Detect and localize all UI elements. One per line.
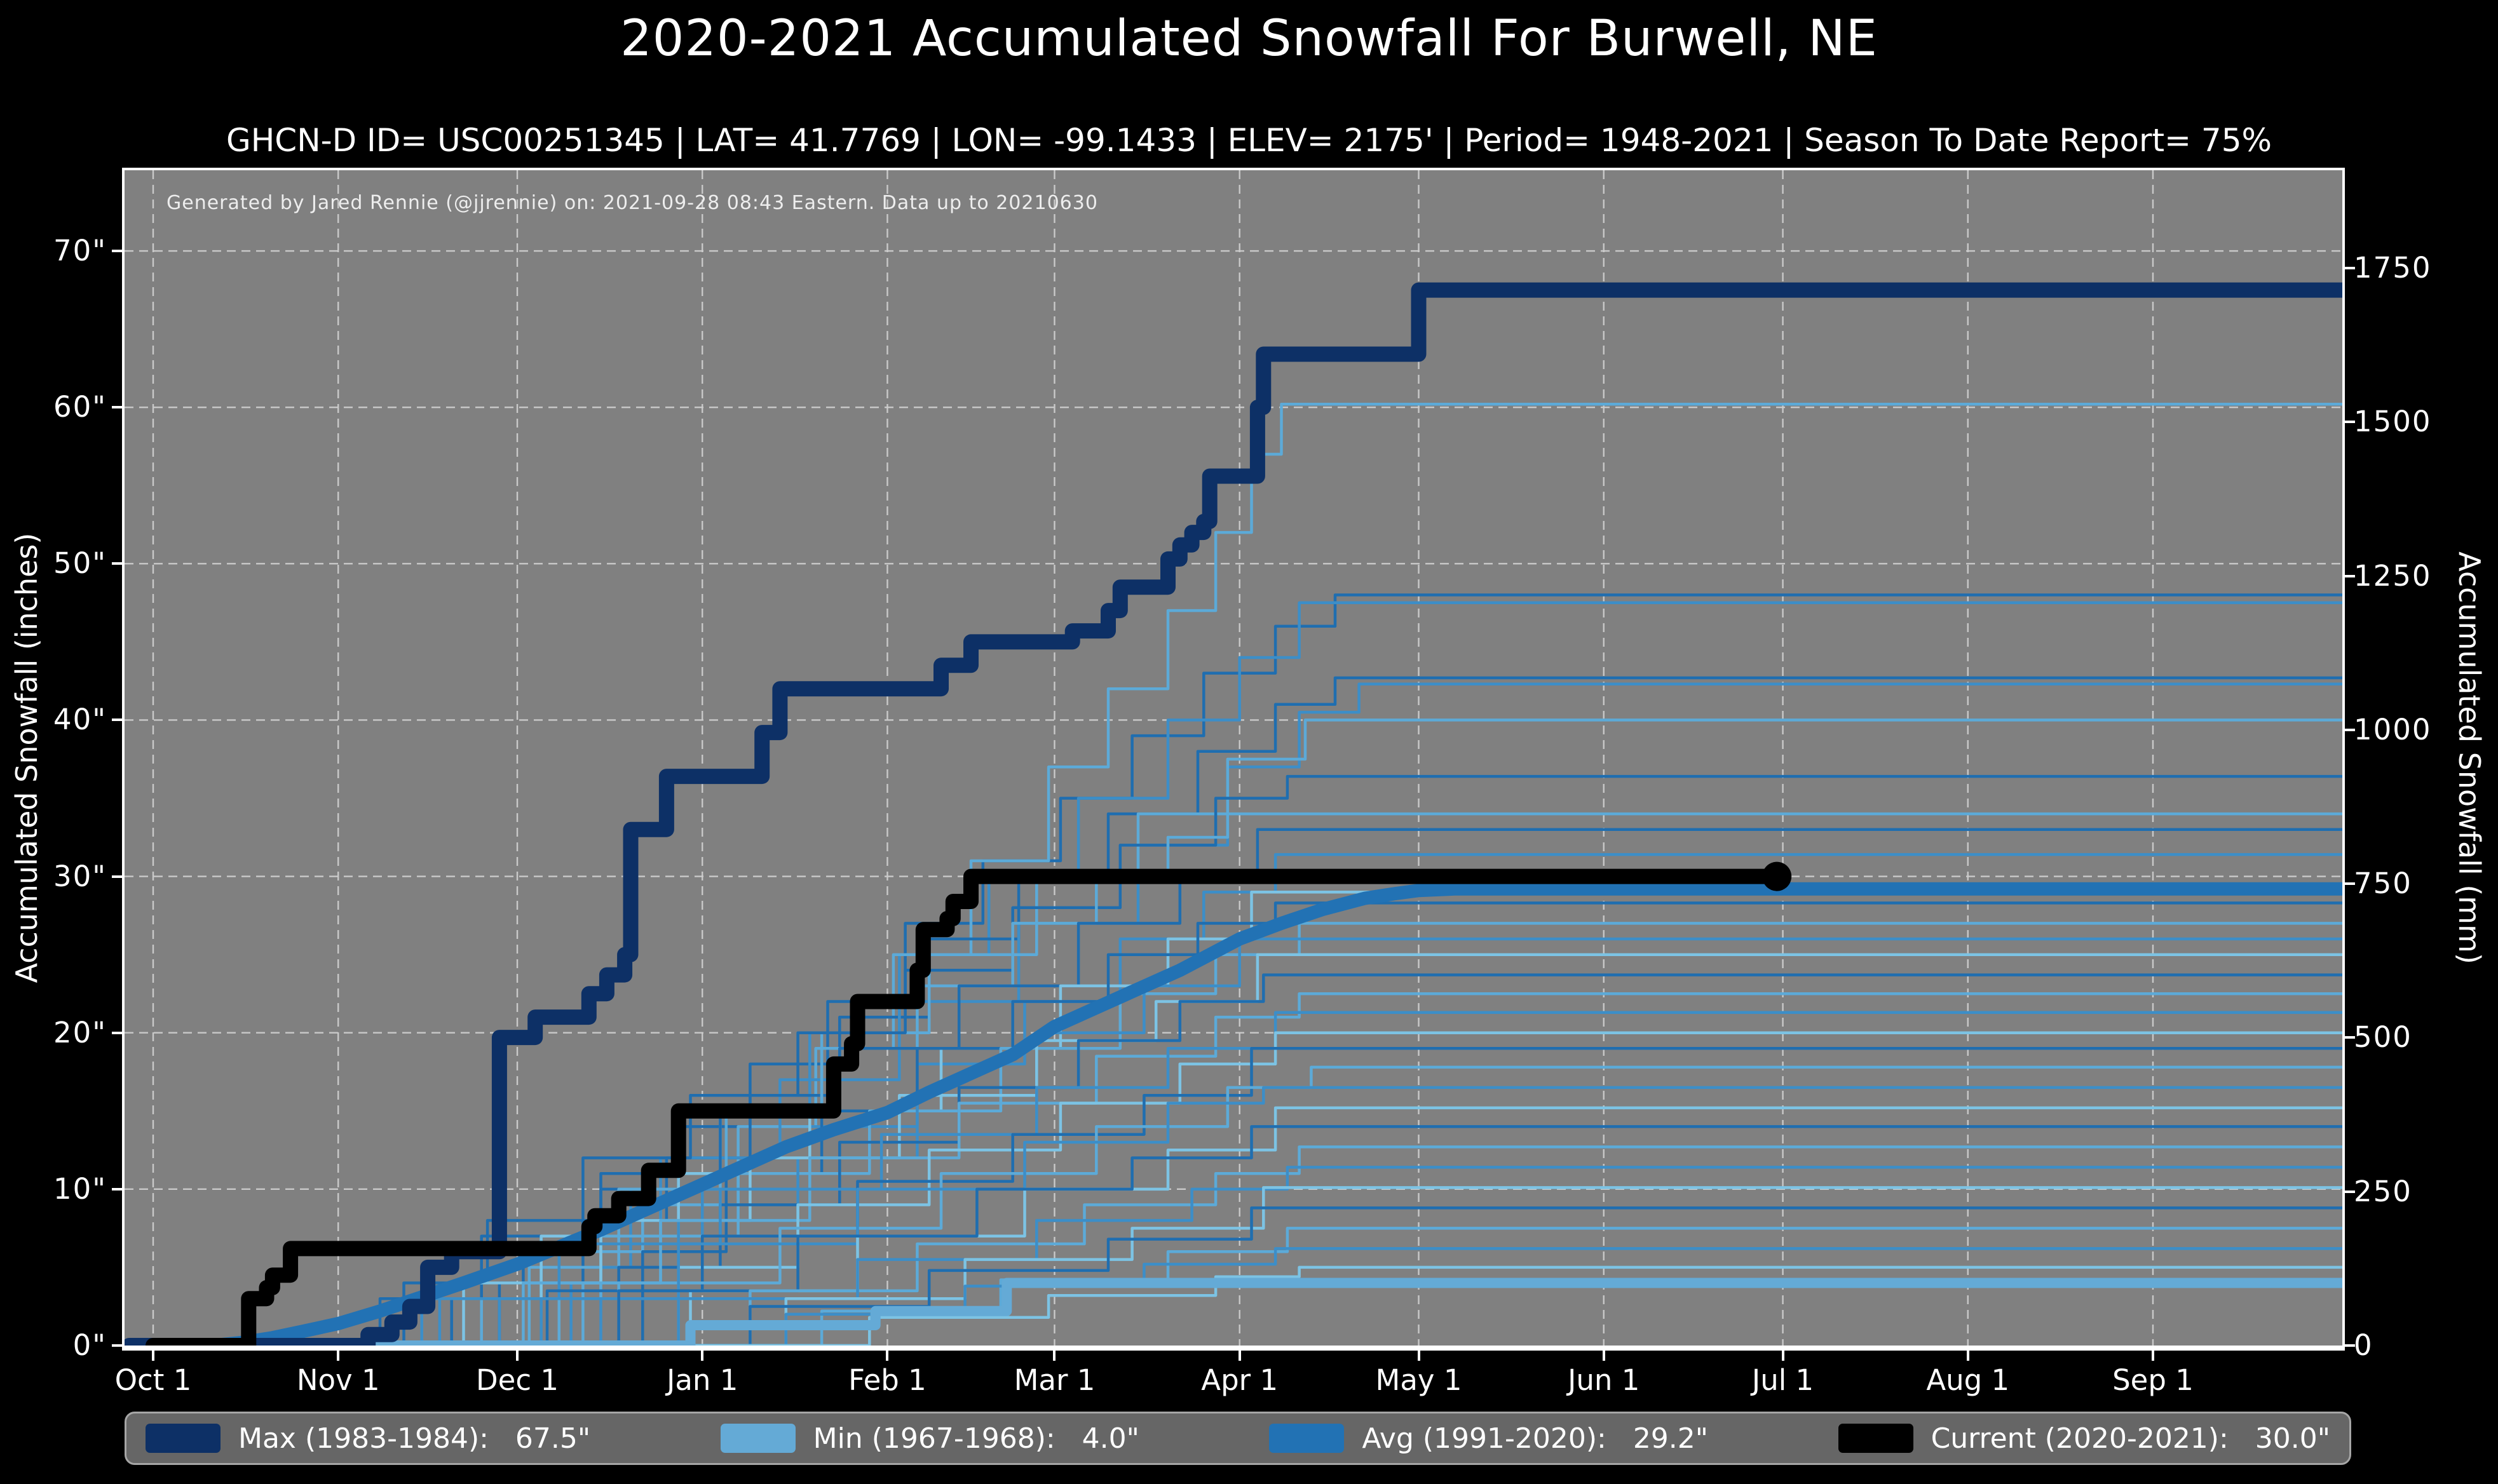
y-tick-mark-right bbox=[2345, 1036, 2355, 1039]
x-tick-label: Feb 1 bbox=[848, 1363, 927, 1397]
series-min-1967-1968 bbox=[125, 1278, 2342, 1346]
historical-season-line bbox=[129, 1145, 2342, 1346]
x-tick-label: Dec 1 bbox=[476, 1363, 559, 1397]
historical-season-line bbox=[129, 1265, 2342, 1346]
y-tick-mark-left bbox=[112, 406, 122, 409]
y-tick-mark-left bbox=[112, 875, 122, 878]
page-title: 2020-2021 Accumulated Snowfall For Burwe… bbox=[620, 10, 1878, 67]
legend-swatch bbox=[1269, 1424, 1345, 1453]
y-axis-label-mm: Accumulated Snowfall (mm) bbox=[2452, 551, 2487, 964]
y-tick-label-inches: 20" bbox=[53, 1015, 107, 1049]
plot-area: Generated by Jared Rennie (@jjrennie) on… bbox=[122, 168, 2345, 1351]
legend-label: Avg (1991-2020): 29.2" bbox=[1362, 1422, 1709, 1455]
legend-item-current: Current (2020-2021): 30.0" bbox=[1838, 1422, 2330, 1455]
historical-season-line bbox=[129, 1247, 2342, 1346]
legend-swatch bbox=[146, 1424, 221, 1453]
y-tick-mark-left bbox=[112, 718, 122, 722]
legend-label: Current (2020-2021): 30.0" bbox=[1931, 1422, 2330, 1455]
watermark-text: Generated by Jared Rennie (@jjrennie) on… bbox=[166, 192, 1098, 214]
y-tick-label-mm: 750 bbox=[2354, 867, 2412, 901]
x-tick-mark bbox=[1781, 1351, 1784, 1361]
x-tick-mark bbox=[1966, 1351, 1969, 1361]
y-tick-mark-right bbox=[2345, 882, 2355, 886]
y-tick-mark-right bbox=[2345, 267, 2355, 270]
y-tick-mark-left bbox=[112, 1031, 122, 1034]
historical-season-line bbox=[129, 1047, 2342, 1346]
y-tick-label-mm: 250 bbox=[2354, 1174, 2412, 1208]
chart-canvas bbox=[125, 170, 2342, 1346]
y-tick-mark-right bbox=[2345, 574, 2355, 577]
y-tick-label-inches: 50" bbox=[53, 546, 107, 581]
x-tick-label: Aug 1 bbox=[1926, 1363, 2010, 1397]
historical-season-line bbox=[129, 1206, 2342, 1346]
x-tick-mark bbox=[886, 1351, 889, 1361]
historical-season-line bbox=[129, 1227, 2342, 1346]
legend-swatch bbox=[720, 1424, 796, 1453]
y-tick-mark-left bbox=[112, 1187, 122, 1191]
y-tick-mark-right bbox=[2345, 421, 2355, 424]
x-tick-label: Jul 1 bbox=[1751, 1363, 1814, 1397]
x-tick-label: Apr 1 bbox=[1201, 1363, 1279, 1397]
x-tick-label: Jun 1 bbox=[1568, 1363, 1640, 1397]
x-tick-label: Sep 1 bbox=[2112, 1363, 2194, 1397]
series-current-2020-2021 bbox=[146, 868, 1785, 1346]
x-tick-label: Mar 1 bbox=[1014, 1363, 1096, 1397]
x-tick-mark bbox=[1053, 1351, 1056, 1361]
legend: Max (1983-1984): 67.5" Min (1967-1968): 4… bbox=[125, 1412, 2351, 1465]
historical-season-line bbox=[129, 1011, 2342, 1346]
current-end-dot bbox=[1762, 861, 1792, 891]
historical-season-line bbox=[129, 853, 2342, 1346]
y-tick-label-mm: 1500 bbox=[2354, 405, 2432, 439]
historical-season-line bbox=[129, 1186, 2342, 1346]
x-tick-label: Nov 1 bbox=[296, 1363, 380, 1397]
legend-item-max: Max (1983-1984): 67.5" bbox=[146, 1422, 590, 1455]
y-tick-label-mm: 1250 bbox=[2354, 558, 2432, 593]
legend-swatch bbox=[1838, 1424, 1913, 1453]
y-tick-label-inches: 70" bbox=[53, 234, 107, 268]
y-tick-mark-right bbox=[2345, 1190, 2355, 1193]
y-tick-mark-left bbox=[112, 250, 122, 253]
historical-season-line bbox=[129, 1125, 2342, 1346]
y-tick-label-mm: 1000 bbox=[2354, 712, 2432, 746]
y-tick-label-mm: 500 bbox=[2354, 1020, 2412, 1055]
y-tick-mark-right bbox=[2345, 1344, 2355, 1347]
historical-season-line bbox=[129, 1106, 2342, 1346]
x-tick-label: Jan 1 bbox=[667, 1363, 738, 1397]
historical-season-line bbox=[129, 593, 2342, 1346]
x-tick-mark bbox=[516, 1351, 519, 1361]
y-tick-mark-left bbox=[112, 1344, 122, 1347]
y-tick-label-inches: 10" bbox=[53, 1171, 107, 1206]
historical-season-line bbox=[129, 992, 2342, 1346]
y-tick-label-mm: 0 bbox=[2354, 1328, 2373, 1362]
x-tick-mark bbox=[1417, 1351, 1420, 1361]
x-tick-mark bbox=[152, 1351, 154, 1361]
historical-season-line bbox=[129, 1086, 2342, 1346]
x-tick-mark bbox=[2151, 1351, 2154, 1361]
legend-item-avg: Avg (1991-2020): 29.2" bbox=[1269, 1422, 1708, 1455]
y-tick-label-inches: 30" bbox=[53, 859, 107, 893]
x-tick-label: Oct 1 bbox=[114, 1363, 192, 1397]
historical-season-line bbox=[129, 774, 2342, 1346]
x-tick-mark bbox=[337, 1351, 340, 1361]
historical-season-line bbox=[129, 901, 2342, 1346]
y-tick-label-inches: 60" bbox=[53, 390, 107, 424]
legend-label: Max (1983-1984): 67.5" bbox=[238, 1422, 591, 1455]
y-tick-label-inches: 40" bbox=[53, 703, 107, 737]
x-tick-mark bbox=[1602, 1351, 1605, 1361]
x-tick-mark bbox=[1238, 1351, 1241, 1361]
x-tick-label: May 1 bbox=[1375, 1363, 1462, 1397]
y-axis-label-inches: Accumulated Snowfall (inches) bbox=[10, 532, 44, 983]
y-tick-mark-right bbox=[2345, 728, 2355, 731]
legend-item-min: Min (1967-1968): 4.0" bbox=[720, 1422, 1139, 1455]
y-tick-label-inches: 0" bbox=[72, 1328, 107, 1362]
legend-label: Min (1967-1968): 4.0" bbox=[813, 1422, 1139, 1455]
y-tick-label-mm: 1750 bbox=[2354, 251, 2432, 285]
y-tick-mark-left bbox=[112, 562, 122, 565]
station-metadata-subtitle: GHCN-D ID= USC00251345 | LAT= 41.7769 | … bbox=[226, 122, 2272, 159]
series-avg-1991-2020 bbox=[125, 882, 2342, 1346]
x-tick-mark bbox=[701, 1351, 704, 1361]
